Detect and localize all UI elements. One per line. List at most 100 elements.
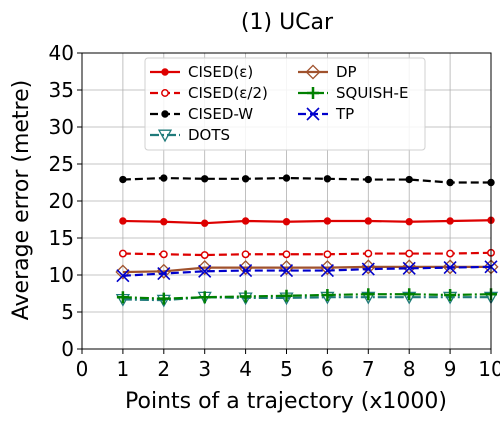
series-line [122,293,492,300]
data-point [321,288,334,301]
series-line [122,251,492,257]
legend: CISED(ε) CISED(ε/2) CISED-W DOTS DP SQUISH-E T… [144,57,426,151]
legend-label: CISED(ε/2) [188,84,268,102]
plot-frame [81,52,492,350]
data-point [241,175,250,183]
series-1 [118,248,495,259]
data-point [362,288,375,301]
data-point [320,263,334,278]
data-point [119,175,127,184]
x-tick-label: 10 [478,357,500,381]
data-point [157,292,170,305]
legend-frame [144,57,426,151]
y-tick-label: 20 [49,189,74,213]
data-point [160,218,168,226]
data-point [239,263,253,278]
legend-entry: DOTS [150,126,230,144]
legend-marker [306,107,320,121]
legend-marker [305,64,321,80]
y-tick-label: 15 [49,226,74,250]
series-line [122,296,491,302]
y-tick-label: 5 [61,300,74,324]
data-point [446,217,454,225]
legend-marker [307,87,319,99]
data-point [201,175,209,183]
tick-labels: 0 1 2 3 4 5 6 7 8 9 10 0 5 10 15 20 25 30 35 40 [49,41,500,381]
data-point [198,291,211,304]
series-line [122,265,491,274]
data-point [282,174,291,182]
x-tick-label: 4 [239,357,252,381]
data-point [159,250,168,259]
chart-title: (1) UCar [241,10,334,35]
legend-marker [161,89,169,97]
legend-label: DP [336,63,357,81]
data-point [443,261,457,275]
data-point [197,260,213,276]
legend-label: DOTS [188,126,230,144]
y-tick-label: 10 [49,263,74,287]
x-tick-label: 7 [362,357,375,381]
series-4 [115,259,499,280]
legend-marker [161,68,169,76]
legend-entry: TP [298,105,354,123]
legend-marker [161,110,169,118]
y-tick-label: 25 [49,152,74,176]
data-point [323,250,332,259]
legend-entry: DP [298,63,357,81]
x-tick-label: 9 [444,357,457,381]
axes [77,52,492,354]
x-tick-label: 2 [157,357,170,381]
data-point [116,269,130,283]
series-0 [119,216,495,227]
legend-entry: CISED(ε) [150,63,253,81]
legend-entry: CISED(ε/2) [150,84,268,102]
x-tick-label: 8 [403,357,416,381]
legend-entry: SQUISH-E [298,84,408,102]
x-tick-label: 6 [321,357,334,381]
data-point [405,249,414,258]
series-2 [119,174,495,187]
data-point [405,218,413,226]
data-point [160,174,168,182]
y-tick-label: 40 [49,41,74,65]
legend-label: TP [335,105,354,123]
legend-label: CISED-W [188,105,253,123]
data-point [442,259,458,275]
data-point [119,217,127,225]
series-line [122,176,491,184]
x-axis-label: Points of a trajectory (x1000) [125,389,447,414]
data-point [282,250,291,259]
data-point [364,217,372,225]
data-point [198,264,212,278]
legend-entry: CISED-W [150,105,253,123]
data-point [323,217,332,225]
series-layer [115,174,499,308]
data-point [446,178,454,187]
data-point [446,249,455,258]
legend-marker [157,129,173,143]
data-point [282,218,291,226]
series-6 [116,260,498,283]
data-point [241,250,250,259]
series-line [122,219,492,225]
data-point [279,263,294,278]
y-tick-label: 0 [61,337,74,361]
data-point [402,261,416,275]
x-tick-label: 3 [198,357,211,381]
data-point [239,290,252,303]
data-point [364,249,373,258]
x-tick-label: 0 [76,357,89,381]
data-point [157,266,171,281]
data-point [116,291,129,304]
series-5 [116,288,497,305]
legend-label: CISED(ε) [188,63,253,81]
data-point [361,262,375,276]
data-point [444,288,457,301]
y-axis-label: Average error (metre) [9,80,34,320]
data-point [403,288,416,301]
legend-label: SQUISH-E [336,84,408,102]
data-point [364,175,372,184]
x-tick-label: 5 [280,357,293,381]
